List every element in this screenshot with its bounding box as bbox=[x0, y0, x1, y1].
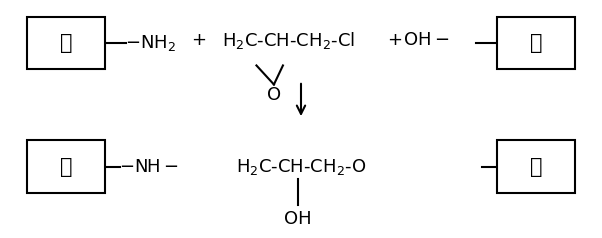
Text: $\mathdefault{H_2C}$-CH-$\mathdefault{CH_2}$-Cl: $\mathdefault{H_2C}$-CH-$\mathdefault{CH… bbox=[222, 30, 356, 51]
Text: $\mathdefault{OH-}$: $\mathdefault{OH-}$ bbox=[403, 31, 450, 50]
FancyBboxPatch shape bbox=[497, 17, 575, 69]
Text: 酶: 酶 bbox=[530, 157, 542, 177]
Text: 酶: 酶 bbox=[530, 33, 542, 53]
Text: $\mathdefault{-NH-}$: $\mathdefault{-NH-}$ bbox=[119, 158, 179, 176]
Text: +: + bbox=[191, 31, 206, 50]
Text: $\mathdefault{H_2C}$-CH-$\mathdefault{CH_2}$-O: $\mathdefault{H_2C}$-CH-$\mathdefault{CH… bbox=[236, 157, 366, 177]
FancyBboxPatch shape bbox=[497, 140, 575, 193]
Text: OH: OH bbox=[284, 210, 312, 228]
Text: 酶: 酶 bbox=[60, 33, 72, 53]
Text: 酶: 酶 bbox=[60, 157, 72, 177]
Text: O: O bbox=[267, 86, 281, 104]
FancyBboxPatch shape bbox=[27, 140, 105, 193]
FancyBboxPatch shape bbox=[27, 17, 105, 69]
Text: +: + bbox=[387, 31, 402, 50]
Text: $\mathdefault{-NH_2}$: $\mathdefault{-NH_2}$ bbox=[125, 33, 176, 53]
